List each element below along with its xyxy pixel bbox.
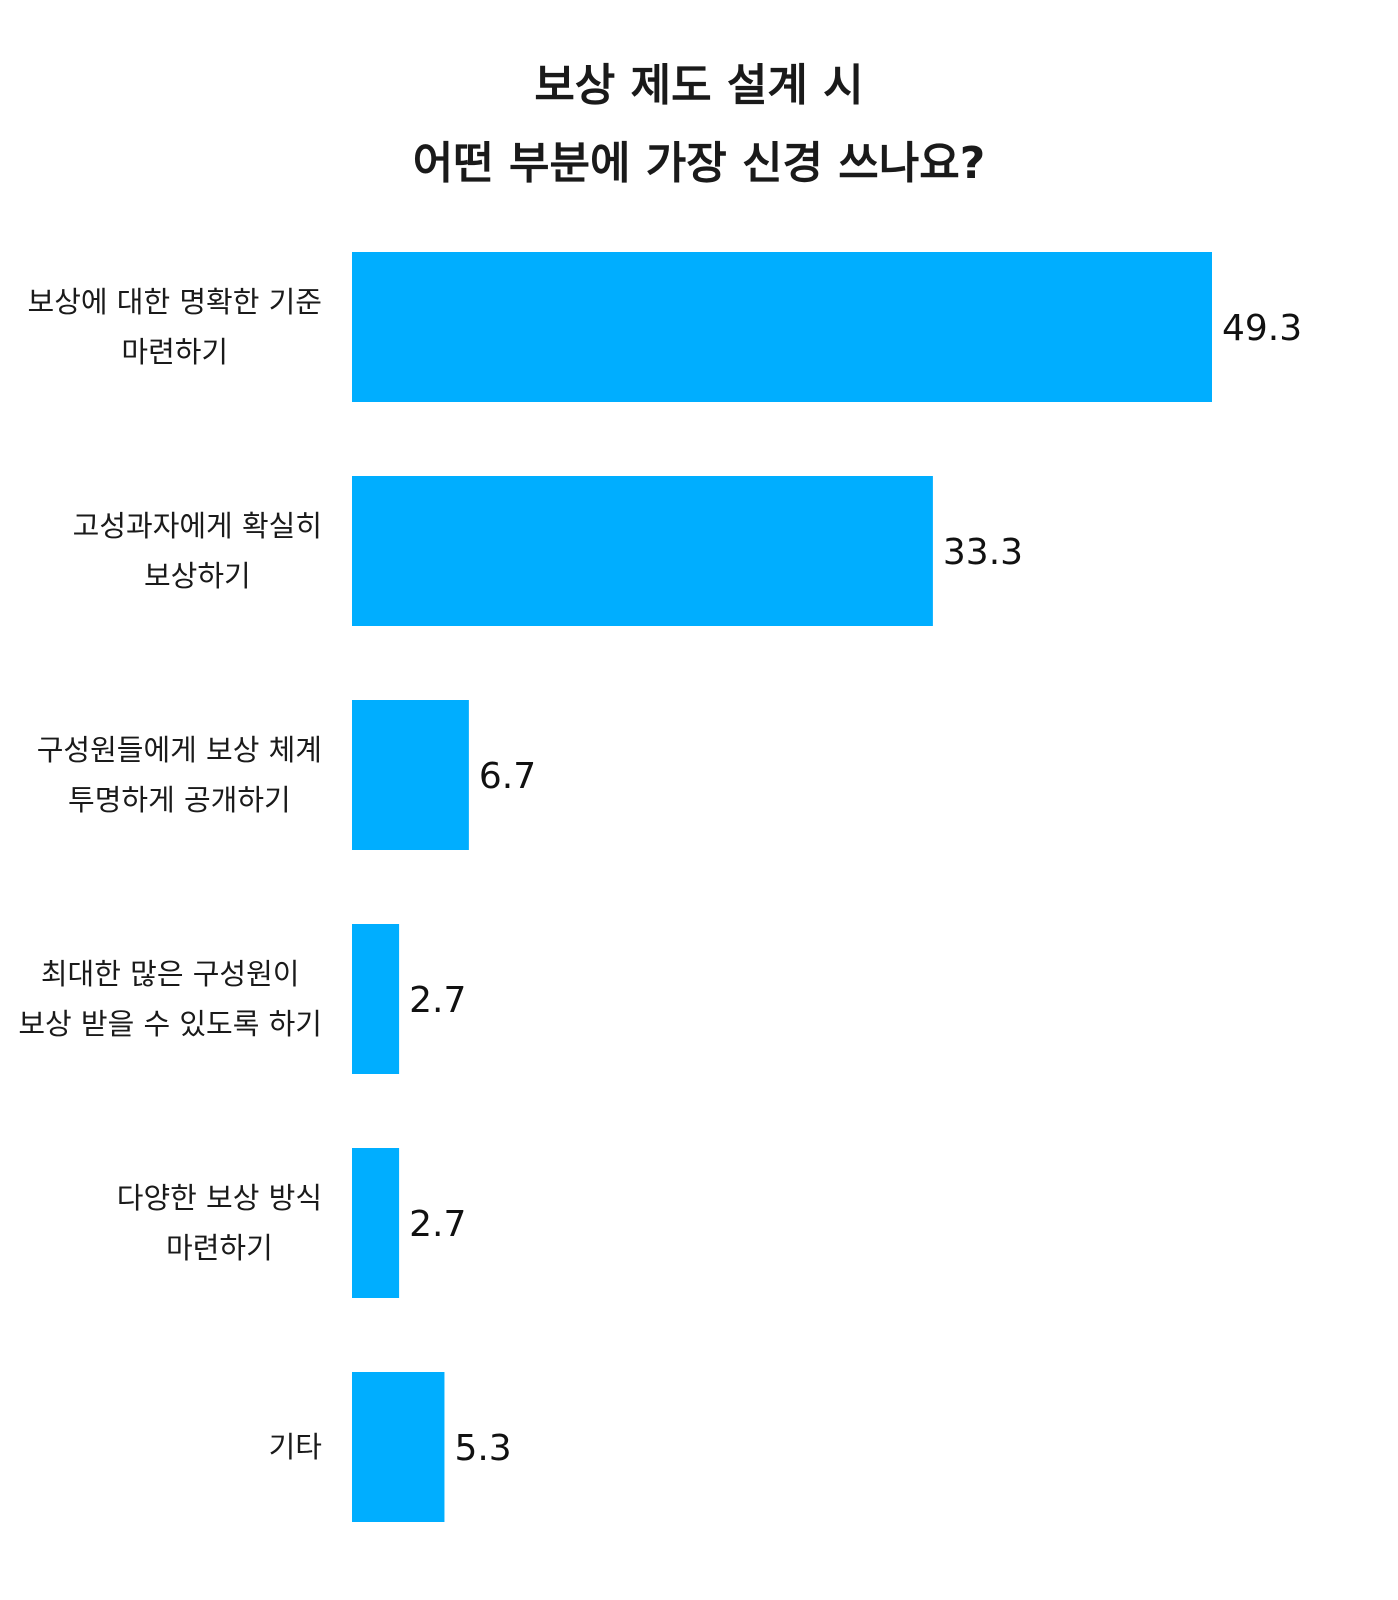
bar-2 [352, 476, 933, 626]
bar-4 [352, 924, 400, 1074]
chart-title: 보상 제도 설계 시 어떤 부분에 가장 신경 쓰나요? [413, 60, 986, 189]
chart-title-line-2: 어떤 부분에 가장 신경 쓰나요? [413, 138, 986, 189]
value-label-4: 2.7 [409, 980, 466, 1021]
bar-5 [352, 1148, 400, 1298]
bars [352, 252, 1212, 1522]
category-label-5-line-1: 다양한 보상 방식 [117, 1181, 322, 1215]
value-label-3: 6.7 [479, 756, 536, 797]
bar-6 [352, 1372, 445, 1522]
bar-3 [352, 700, 469, 850]
value-label-6: 5.3 [454, 1428, 511, 1469]
bar-1 [352, 252, 1212, 402]
value-label-1: 49.3 [1222, 308, 1302, 349]
chart-title-line-1: 보상 제도 설계 시 [534, 60, 863, 111]
category-label-1-line-2: 마련하기 [121, 335, 228, 369]
value-labels: 49.3 33.3 6.7 2.7 2.7 5.3 [409, 308, 1302, 1469]
category-label-6-line-1: 기타 [269, 1430, 322, 1464]
category-label-3-line-1: 구성원들에게 보상 체계 [37, 733, 322, 767]
category-label-4-line-1: 최대한 많은 구성원이 [41, 957, 300, 991]
category-label-1-line-1: 보상에 대한 명확한 기준 [28, 285, 322, 319]
category-label-5-line-2: 마련하기 [166, 1231, 273, 1265]
value-label-2: 33.3 [943, 532, 1023, 573]
category-label-4-line-2: 보상 받을 수 있도록 하기 [18, 1007, 322, 1041]
category-label-3-line-2: 투명하게 공개하기 [68, 783, 291, 817]
category-label-2-line-1: 고성과자에게 확실히 [73, 509, 322, 543]
category-label-6: 기타 [269, 1430, 322, 1464]
category-label-2-line-2: 보상하기 [144, 559, 251, 593]
value-label-5: 2.7 [409, 1204, 466, 1245]
